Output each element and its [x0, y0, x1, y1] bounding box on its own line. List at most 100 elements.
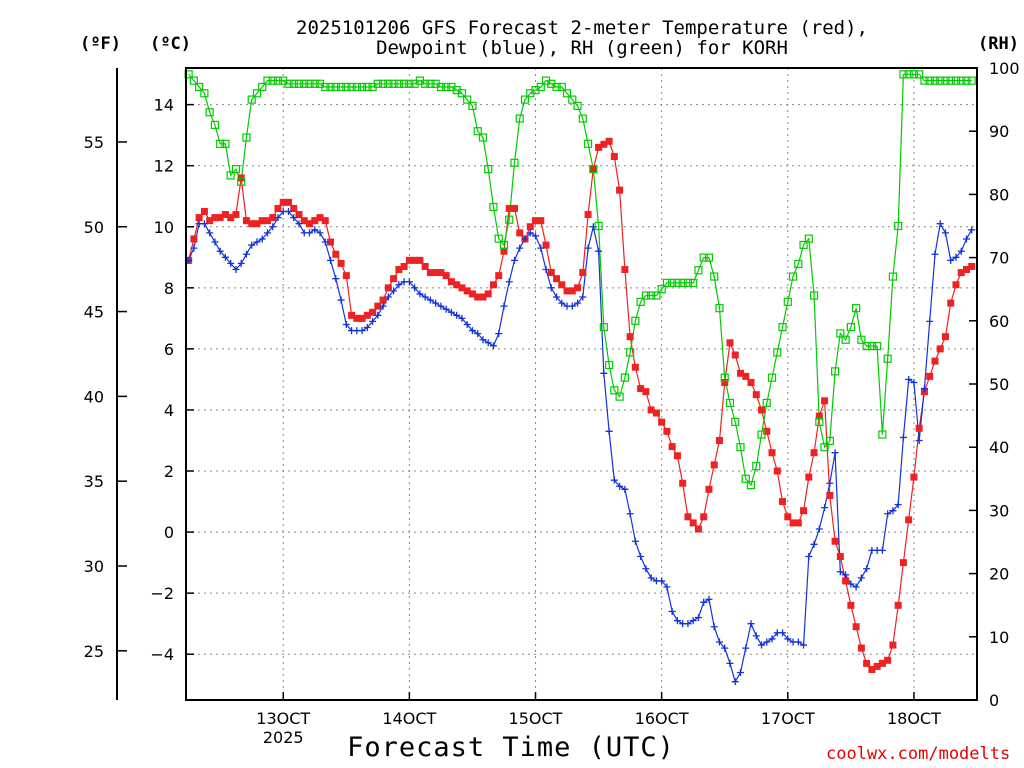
dewpoint-point [526, 229, 534, 237]
fahrenheit-tick-label: 55 [84, 133, 104, 152]
rh-point [189, 76, 198, 85]
temperature-point [221, 211, 229, 219]
rh-point [568, 95, 577, 104]
dewpoint-point [206, 229, 214, 237]
temperature-point [689, 519, 697, 527]
dewpoint-point [968, 226, 976, 234]
dewpoint-point [453, 311, 461, 319]
rh-point [604, 360, 614, 370]
temperature-point [206, 217, 214, 225]
rh-point [741, 474, 750, 483]
temperature-point [910, 473, 918, 481]
rh-point [615, 392, 624, 401]
temperature-point [647, 406, 655, 414]
dewpoint-point [321, 238, 329, 246]
dewpoint-point [926, 317, 934, 325]
dewpoint-point [432, 299, 440, 307]
dewpoint-point [621, 485, 629, 493]
dewpoint-point [384, 293, 392, 301]
dewpoint-point [595, 247, 603, 255]
temperature-point [337, 259, 345, 267]
dewpoint-point [794, 638, 802, 646]
dewpoint-point [269, 223, 277, 231]
temperature-point [899, 559, 907, 567]
dewpoint-point [731, 678, 739, 686]
temperature-point [616, 186, 624, 194]
temperature-point [857, 644, 865, 652]
credit-link[interactable]: coolwx.com/modelts [826, 744, 1011, 764]
temperature-point [852, 623, 860, 631]
temperature-point [432, 269, 440, 277]
temperature-point [747, 378, 755, 386]
rh-point [515, 114, 524, 123]
temperature-point [968, 262, 976, 270]
rh-point [384, 79, 393, 88]
temperature-point [626, 333, 634, 341]
temperature-point [779, 498, 787, 506]
rh-point [221, 139, 230, 148]
rh-tick-label: 60 [989, 312, 1009, 331]
rh-point [783, 297, 792, 306]
rh-tick-label: 30 [989, 501, 1009, 520]
rh-point [788, 272, 798, 281]
temperature-point [962, 266, 970, 274]
temperature-point [468, 290, 476, 298]
dewpoint-point [805, 553, 813, 561]
dewpoint-point [390, 287, 398, 295]
dewpoint-point [537, 244, 545, 252]
temperature-point [652, 409, 660, 417]
rh-point [342, 82, 351, 92]
dewpoint-point [547, 284, 555, 292]
rh-point [226, 171, 235, 180]
temperature-point [694, 525, 702, 533]
rh-point [205, 108, 214, 117]
rh-point [815, 417, 824, 427]
rh-tick-label: 10 [989, 628, 1009, 647]
celsius-tick-label: 10 [154, 218, 174, 237]
x-tick-label: 14OCT [382, 709, 436, 728]
dewpoint-point [637, 553, 645, 561]
temperature-point [600, 140, 608, 148]
temperature-point [794, 519, 802, 527]
dewpoint-point [306, 229, 314, 237]
dewpoint-point [258, 235, 266, 243]
rh-point [216, 139, 225, 148]
dewpoint-point [863, 565, 871, 573]
dewpoint-point [710, 623, 718, 631]
dewpoint-point [311, 226, 319, 234]
rh-point [436, 82, 446, 92]
dewpoint-point [726, 659, 734, 667]
dewpoint-point [952, 253, 960, 261]
temperature-point [258, 217, 266, 225]
temperature-point [558, 281, 566, 289]
rh-point [915, 70, 924, 79]
dewpoint-point [815, 525, 823, 533]
rh-line [188, 73, 972, 487]
temperature-point [526, 223, 534, 231]
dewpoint-point [237, 259, 245, 267]
dewpoint-point [221, 253, 229, 261]
temperature-point [447, 278, 455, 286]
temperature-point [248, 220, 256, 228]
dewpoint-point [721, 644, 729, 652]
rh-point [247, 95, 256, 104]
temperature-point [269, 214, 277, 222]
dewpoint-point [736, 669, 744, 677]
temperature-point [637, 385, 645, 393]
temperature-point [605, 137, 613, 145]
dewpoint-point [416, 290, 424, 298]
rh-point [957, 76, 966, 85]
rh-point [715, 304, 724, 313]
fahrenheit-axis-label: (ºF) [80, 34, 121, 54]
dewpoint-point [332, 275, 340, 283]
rh-point [284, 79, 293, 88]
dewpoint-point [899, 433, 907, 441]
temperature-point [884, 656, 892, 664]
temperature-point [952, 281, 960, 289]
dewpoint-point [379, 302, 387, 310]
temperature-point [505, 204, 513, 212]
temperature-point [768, 449, 776, 457]
rh-point [720, 373, 729, 382]
temperature-point [190, 235, 198, 243]
rh-point [442, 82, 451, 92]
